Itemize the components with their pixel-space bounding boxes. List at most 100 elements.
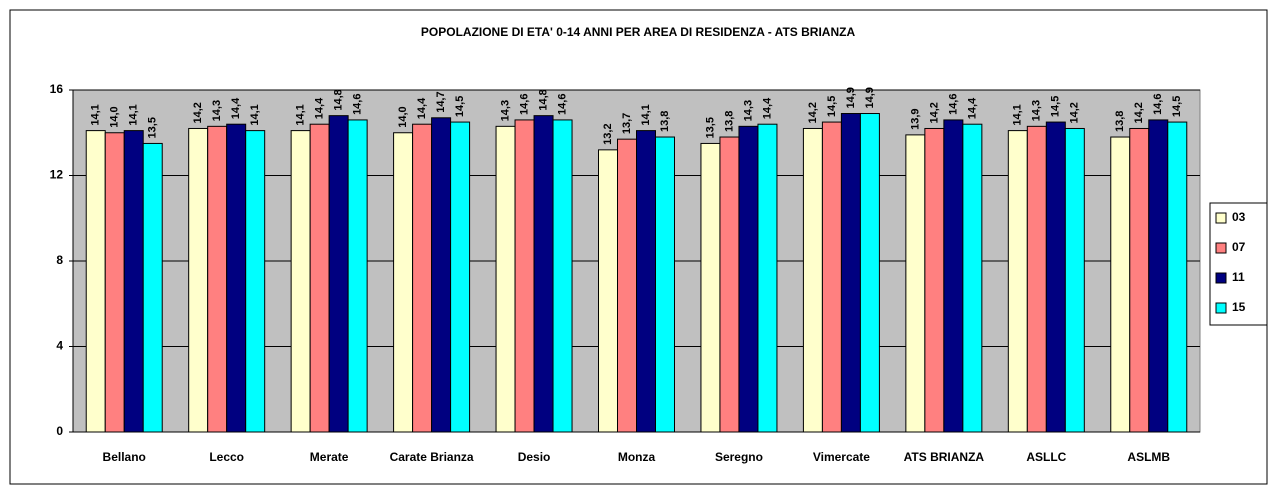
- bar: [962, 123, 983, 433]
- bar: [104, 132, 125, 433]
- bar: [598, 149, 618, 433]
- bar: [1064, 127, 1085, 433]
- bar: [821, 121, 842, 433]
- bar: [1110, 136, 1131, 433]
- bar: [123, 130, 144, 433]
- value-label: 14,3: [1031, 100, 1043, 121]
- legend-label: 11: [1232, 270, 1245, 284]
- bar: [802, 127, 823, 433]
- bar: [719, 136, 740, 433]
- value-label: 14,8: [333, 89, 345, 110]
- value-label: 13,8: [1114, 111, 1126, 132]
- value-label: 14,1: [640, 104, 652, 125]
- bar: [450, 121, 471, 433]
- value-label: 13,5: [704, 117, 716, 138]
- x-tick-label: Carate Brianza: [390, 450, 474, 464]
- value-label: 13,8: [659, 111, 671, 132]
- bar: [245, 130, 266, 433]
- y-tick-label: 16: [50, 82, 64, 96]
- bar: [226, 123, 247, 433]
- bar: [700, 142, 721, 433]
- value-label: 14,9: [864, 87, 876, 108]
- bar: [924, 127, 945, 433]
- bar: [552, 119, 573, 433]
- bar: [142, 142, 163, 433]
- bar: [290, 130, 311, 433]
- bar: [495, 125, 516, 433]
- bar: [905, 134, 926, 433]
- value-label: 14,6: [518, 94, 530, 115]
- value-label: 13,2: [602, 123, 614, 144]
- bar: [1026, 125, 1047, 433]
- bar: [1167, 121, 1188, 433]
- legend-label: 03: [1232, 210, 1246, 224]
- value-label: 14,2: [928, 102, 940, 123]
- bar: [636, 130, 656, 433]
- bar: [328, 115, 349, 433]
- value-label: 14,5: [1050, 96, 1062, 117]
- bar: [840, 113, 861, 433]
- value-label: 14,4: [761, 97, 773, 119]
- value-label: 14,6: [352, 94, 364, 115]
- y-tick-label: 4: [56, 339, 63, 353]
- bar: [859, 113, 880, 433]
- value-label: 14,4: [416, 97, 428, 119]
- bar: [309, 123, 330, 433]
- bar: [943, 119, 964, 433]
- y-tick-label: 8: [56, 253, 63, 267]
- value-label: 13,8: [723, 111, 735, 132]
- value-label: 14,4: [966, 97, 978, 119]
- bar: [533, 115, 554, 433]
- y-tick-label: 12: [50, 168, 64, 182]
- value-label: 13,9: [909, 108, 921, 129]
- bar: [188, 127, 209, 433]
- bar: [1045, 121, 1066, 433]
- bar: [1007, 130, 1028, 433]
- value-label: 14,5: [454, 96, 466, 117]
- x-tick-label: Seregno: [715, 450, 763, 464]
- value-label: 14,1: [1012, 104, 1024, 125]
- bar: [85, 130, 106, 433]
- x-tick-label: ASLLC: [1026, 450, 1066, 464]
- value-label: 14,5: [1171, 96, 1183, 117]
- value-label: 14,6: [1152, 94, 1164, 115]
- bar: [1129, 127, 1150, 433]
- bar: [412, 123, 433, 433]
- x-tick-label: ASLMB: [1127, 450, 1170, 464]
- legend-label: 07: [1232, 240, 1246, 254]
- value-label: 14,4: [230, 97, 242, 119]
- value-label: 14,0: [397, 106, 409, 127]
- bar: [431, 117, 452, 433]
- value-label: 14,6: [556, 94, 568, 115]
- bar: [514, 119, 535, 433]
- bar: [207, 125, 228, 433]
- value-label: 14,2: [192, 102, 204, 123]
- x-tick-label: Monza: [618, 450, 656, 464]
- bar: [738, 125, 759, 433]
- legend-swatch: [1215, 302, 1227, 314]
- x-tick-label: Vimercate: [813, 450, 870, 464]
- value-label: 14,8: [537, 89, 549, 110]
- value-label: 14,1: [249, 104, 261, 125]
- bar: [1148, 119, 1169, 433]
- x-tick-label: Merate: [310, 450, 349, 464]
- value-label: 14,3: [499, 100, 511, 121]
- legend-swatch: [1215, 242, 1227, 254]
- value-label: 14,4: [314, 97, 326, 119]
- value-label: 14,3: [742, 100, 754, 121]
- value-label: 14,0: [109, 106, 121, 127]
- value-label: 14,2: [1069, 102, 1081, 123]
- value-label: 14,3: [211, 100, 223, 121]
- value-label: 14,2: [807, 102, 819, 123]
- value-label: 14,7: [435, 91, 447, 112]
- value-label: 14,1: [128, 104, 140, 125]
- bar: [757, 123, 778, 433]
- bar: [347, 119, 368, 433]
- bar: [655, 136, 675, 433]
- value-label: 13,7: [621, 113, 633, 134]
- bar: [393, 132, 414, 433]
- legend-label: 15: [1232, 300, 1246, 314]
- chart-title: POPOLAZIONE DI ETA' 0-14 ANNI PER AREA D…: [421, 25, 856, 39]
- value-label: 14,9: [845, 87, 857, 108]
